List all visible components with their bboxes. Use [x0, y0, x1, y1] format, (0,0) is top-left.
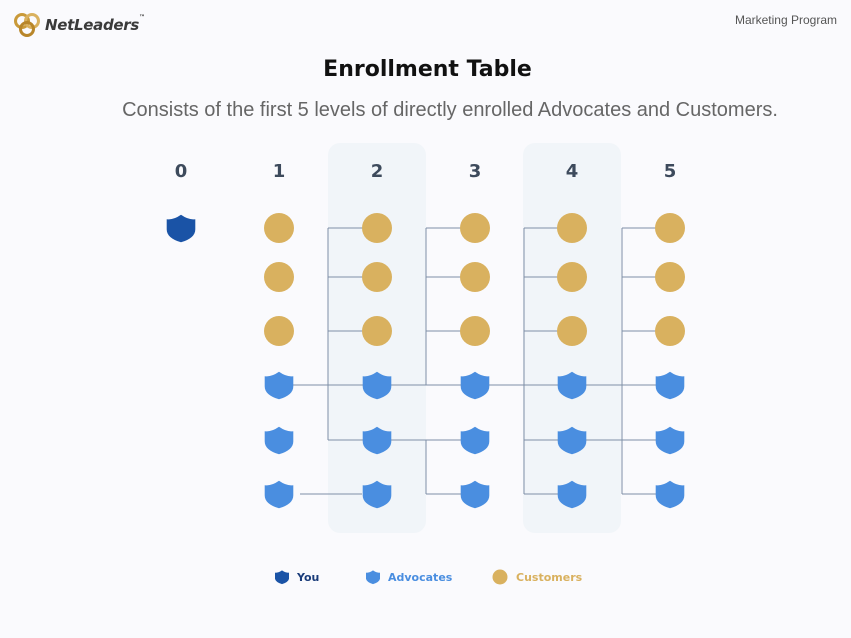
customer-circle-icon: [264, 213, 294, 243]
advocate-shield-icon: [264, 480, 294, 509]
dark-shield-icon: [275, 570, 289, 585]
advocate-shield-icon: [362, 480, 392, 509]
customer-circle-icon: [460, 316, 490, 346]
legend-customers-label: Customers: [516, 570, 583, 584]
advocate-shield-icon: [460, 480, 490, 509]
legend-advocates: Advocates: [366, 569, 452, 585]
advocate-shield-icon: [557, 426, 587, 455]
customer-circle-icon: [655, 213, 685, 243]
advocate-shield-icon: [557, 371, 587, 400]
customer-circle-icon: [460, 213, 490, 243]
enrollment-diagram: 0 1 2 3 4 5: [166, 161, 685, 509]
netleaders-logo[interactable]: NetLeaders™: [12, 11, 145, 39]
shield-icon: [366, 570, 380, 585]
legend-customers: Customers: [492, 569, 582, 585]
level-label-4: 4: [566, 161, 579, 182]
legend-you: You: [275, 569, 319, 585]
level-label-1: 1: [273, 161, 286, 182]
advocate-shield-icon: [362, 371, 392, 400]
customer-circle-icon: [655, 262, 685, 292]
level-label-5: 5: [664, 161, 677, 182]
page-title: Enrollment Table: [323, 57, 532, 82]
advocate-shield-icon: [362, 426, 392, 455]
netleaders-logo-icon: [14, 13, 40, 37]
customer-circle-icon: [460, 262, 490, 292]
advocate-shield-icon: [460, 426, 490, 455]
customer-circle-icon: [264, 316, 294, 346]
customer-circle-icon: [557, 213, 587, 243]
advocate-shield-icon: [557, 480, 587, 509]
level-label-3: 3: [469, 161, 482, 182]
customer-circle-icon: [362, 213, 392, 243]
advocate-shield-icon: [264, 371, 294, 400]
circle-icon: [492, 569, 508, 585]
advocate-shield-icon: [655, 426, 685, 455]
legend-advocates-label: Advocates: [388, 570, 453, 584]
advocate-shield-icon: [655, 480, 685, 509]
customer-circle-icon: [655, 316, 685, 346]
level-label-2: 2: [371, 161, 384, 182]
advocate-shield-icon: [460, 371, 490, 400]
customer-circle-icon: [557, 316, 587, 346]
customer-circle-icon: [362, 316, 392, 346]
brand-name: NetLeaders™: [45, 14, 145, 34]
page-subtitle: Consists of the first 5 levels of direct…: [122, 99, 778, 121]
customer-circle-icon: [264, 262, 294, 292]
legend-you-label: You: [297, 570, 320, 584]
customer-circle-icon: [362, 262, 392, 292]
you-shield-icon: [166, 214, 196, 243]
customer-circle-icon: [557, 262, 587, 292]
advocate-shield-icon: [655, 371, 685, 400]
advocate-shield-icon: [264, 426, 294, 455]
level-label-0: 0: [175, 161, 188, 182]
marketing-program-label: Marketing Program: [734, 13, 837, 27]
